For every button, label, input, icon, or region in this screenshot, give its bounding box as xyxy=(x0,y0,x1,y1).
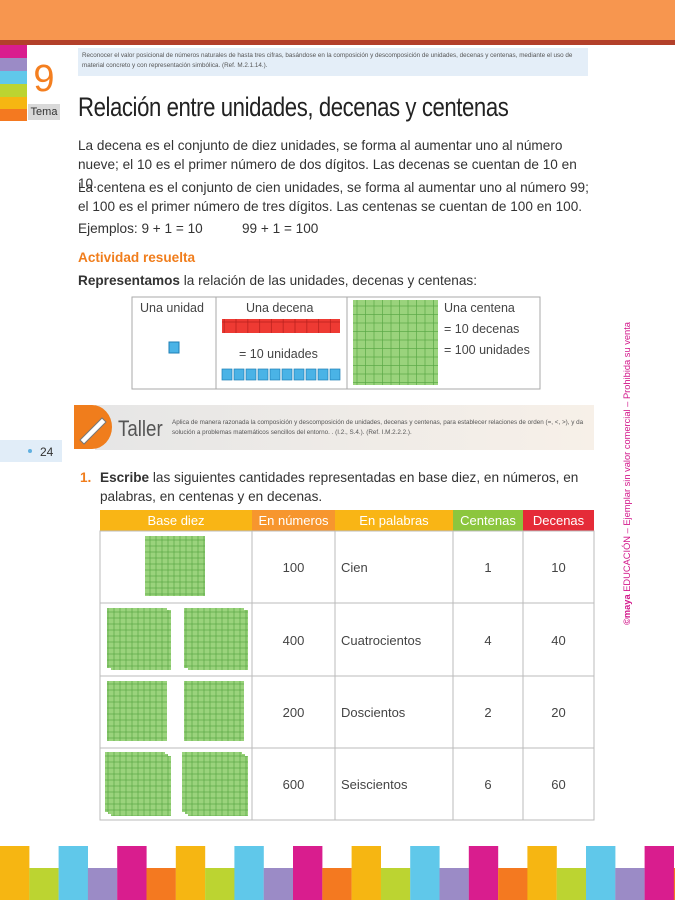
paragraph: La centena es el conjunto de cien unidad… xyxy=(78,180,589,214)
stripe xyxy=(673,868,675,900)
objective: Reconocer el valor posicional de números… xyxy=(78,48,588,76)
stripe xyxy=(146,868,176,900)
cell: 600 xyxy=(282,777,305,792)
stripe xyxy=(0,846,30,900)
header-cell: Decenas xyxy=(532,513,585,528)
exercise-grid xyxy=(99,530,595,821)
cell: 10 xyxy=(551,560,566,575)
stripe xyxy=(380,868,411,900)
paragraph: La decena es el conjunto de diez unidade… xyxy=(78,138,577,191)
stripe xyxy=(293,846,323,900)
ten-rod xyxy=(222,319,340,333)
cell-text: Una unidad xyxy=(140,301,204,315)
title: Relación entre unidades, decenas y cente… xyxy=(78,92,509,122)
stripe xyxy=(58,846,88,900)
stripe xyxy=(556,868,587,900)
cell: 40 xyxy=(551,633,566,648)
side-note: ©maya EDUCACIÓN – Ejemplar sin valor com… xyxy=(622,322,632,625)
stripe xyxy=(117,846,147,900)
page-number: 24 xyxy=(40,445,54,459)
taller-label: Taller xyxy=(118,416,163,441)
cell-text: Una centena xyxy=(444,301,515,315)
stripe xyxy=(410,846,440,900)
stripe xyxy=(468,846,499,900)
cell: 2 xyxy=(484,705,492,720)
stripe xyxy=(498,868,528,900)
exercise-number: 1. xyxy=(80,470,92,485)
cell: 60 xyxy=(551,777,566,792)
stripe xyxy=(87,868,118,900)
side-text: EDUCACIÓN – Ejemplar sin valor comercial… xyxy=(622,322,632,592)
stripe xyxy=(29,868,59,900)
example: Ejemplos: 9 + 1 = 10 xyxy=(78,221,203,236)
activity-title: Actividad resuelta xyxy=(78,250,196,265)
cell: Cien xyxy=(341,560,368,575)
cell: Seiscientos xyxy=(341,777,408,792)
stripe xyxy=(205,868,235,900)
exercise-rest: las siguientes cantidades representadas … xyxy=(100,470,579,504)
stripe xyxy=(322,868,352,900)
cell: 6 xyxy=(484,777,492,792)
hundred-flat xyxy=(353,300,438,385)
stripe xyxy=(527,846,557,900)
pencil xyxy=(79,417,107,445)
top-line xyxy=(0,40,675,45)
stripe xyxy=(234,846,264,900)
cell: Doscientos xyxy=(341,705,406,720)
bottom-stripes xyxy=(0,846,675,900)
header-cell: En palabras xyxy=(359,513,429,528)
stripe xyxy=(175,846,206,900)
activity-table xyxy=(131,296,541,390)
exercise-bold: Escribe xyxy=(100,470,150,485)
cell: Cuatrocientos xyxy=(341,633,422,648)
stripe xyxy=(615,868,645,900)
taller-band xyxy=(95,405,594,450)
cell: 4 xyxy=(484,633,492,648)
cell-text: = 10 unidades xyxy=(239,347,318,361)
lead-text: la relación de las unidades, decenas y c… xyxy=(183,273,477,288)
unit-cube xyxy=(168,341,180,354)
tema-label: Tema xyxy=(28,104,60,120)
taller-text: Aplica de manera razonada la composición… xyxy=(172,419,584,436)
stripe xyxy=(439,868,469,900)
stripe xyxy=(351,846,381,900)
side-stripes xyxy=(0,45,27,121)
lead-bold: Representamos xyxy=(78,273,180,288)
top-band xyxy=(0,0,675,40)
header-cell: Base diez xyxy=(147,513,205,528)
cell: 400 xyxy=(282,633,305,648)
header-cell: Centenas xyxy=(460,513,516,528)
base-ten-illustrations xyxy=(105,536,248,816)
example: 99 + 1 = 100 xyxy=(242,221,319,236)
cell-text: = 100 unidades xyxy=(444,343,530,357)
exercise-text: Escribe las siguientes cantidades repres… xyxy=(100,468,580,506)
tema-number: 9 xyxy=(33,58,55,100)
cell-text: Una decena xyxy=(246,301,314,315)
cell: 1 xyxy=(484,560,492,575)
cell: 20 xyxy=(551,705,566,720)
activity-lead: Representamos la relación de las unidade… xyxy=(78,271,598,290)
brand: ©maya xyxy=(622,594,632,625)
cell: 200 xyxy=(282,705,305,720)
cell-text: = 10 decenas xyxy=(444,322,520,336)
header-cell: En números xyxy=(258,513,329,528)
ten-cubes xyxy=(221,368,341,381)
stripe xyxy=(586,846,616,900)
cell: 100 xyxy=(282,560,305,575)
stripe xyxy=(644,846,674,900)
stripe xyxy=(263,868,294,900)
